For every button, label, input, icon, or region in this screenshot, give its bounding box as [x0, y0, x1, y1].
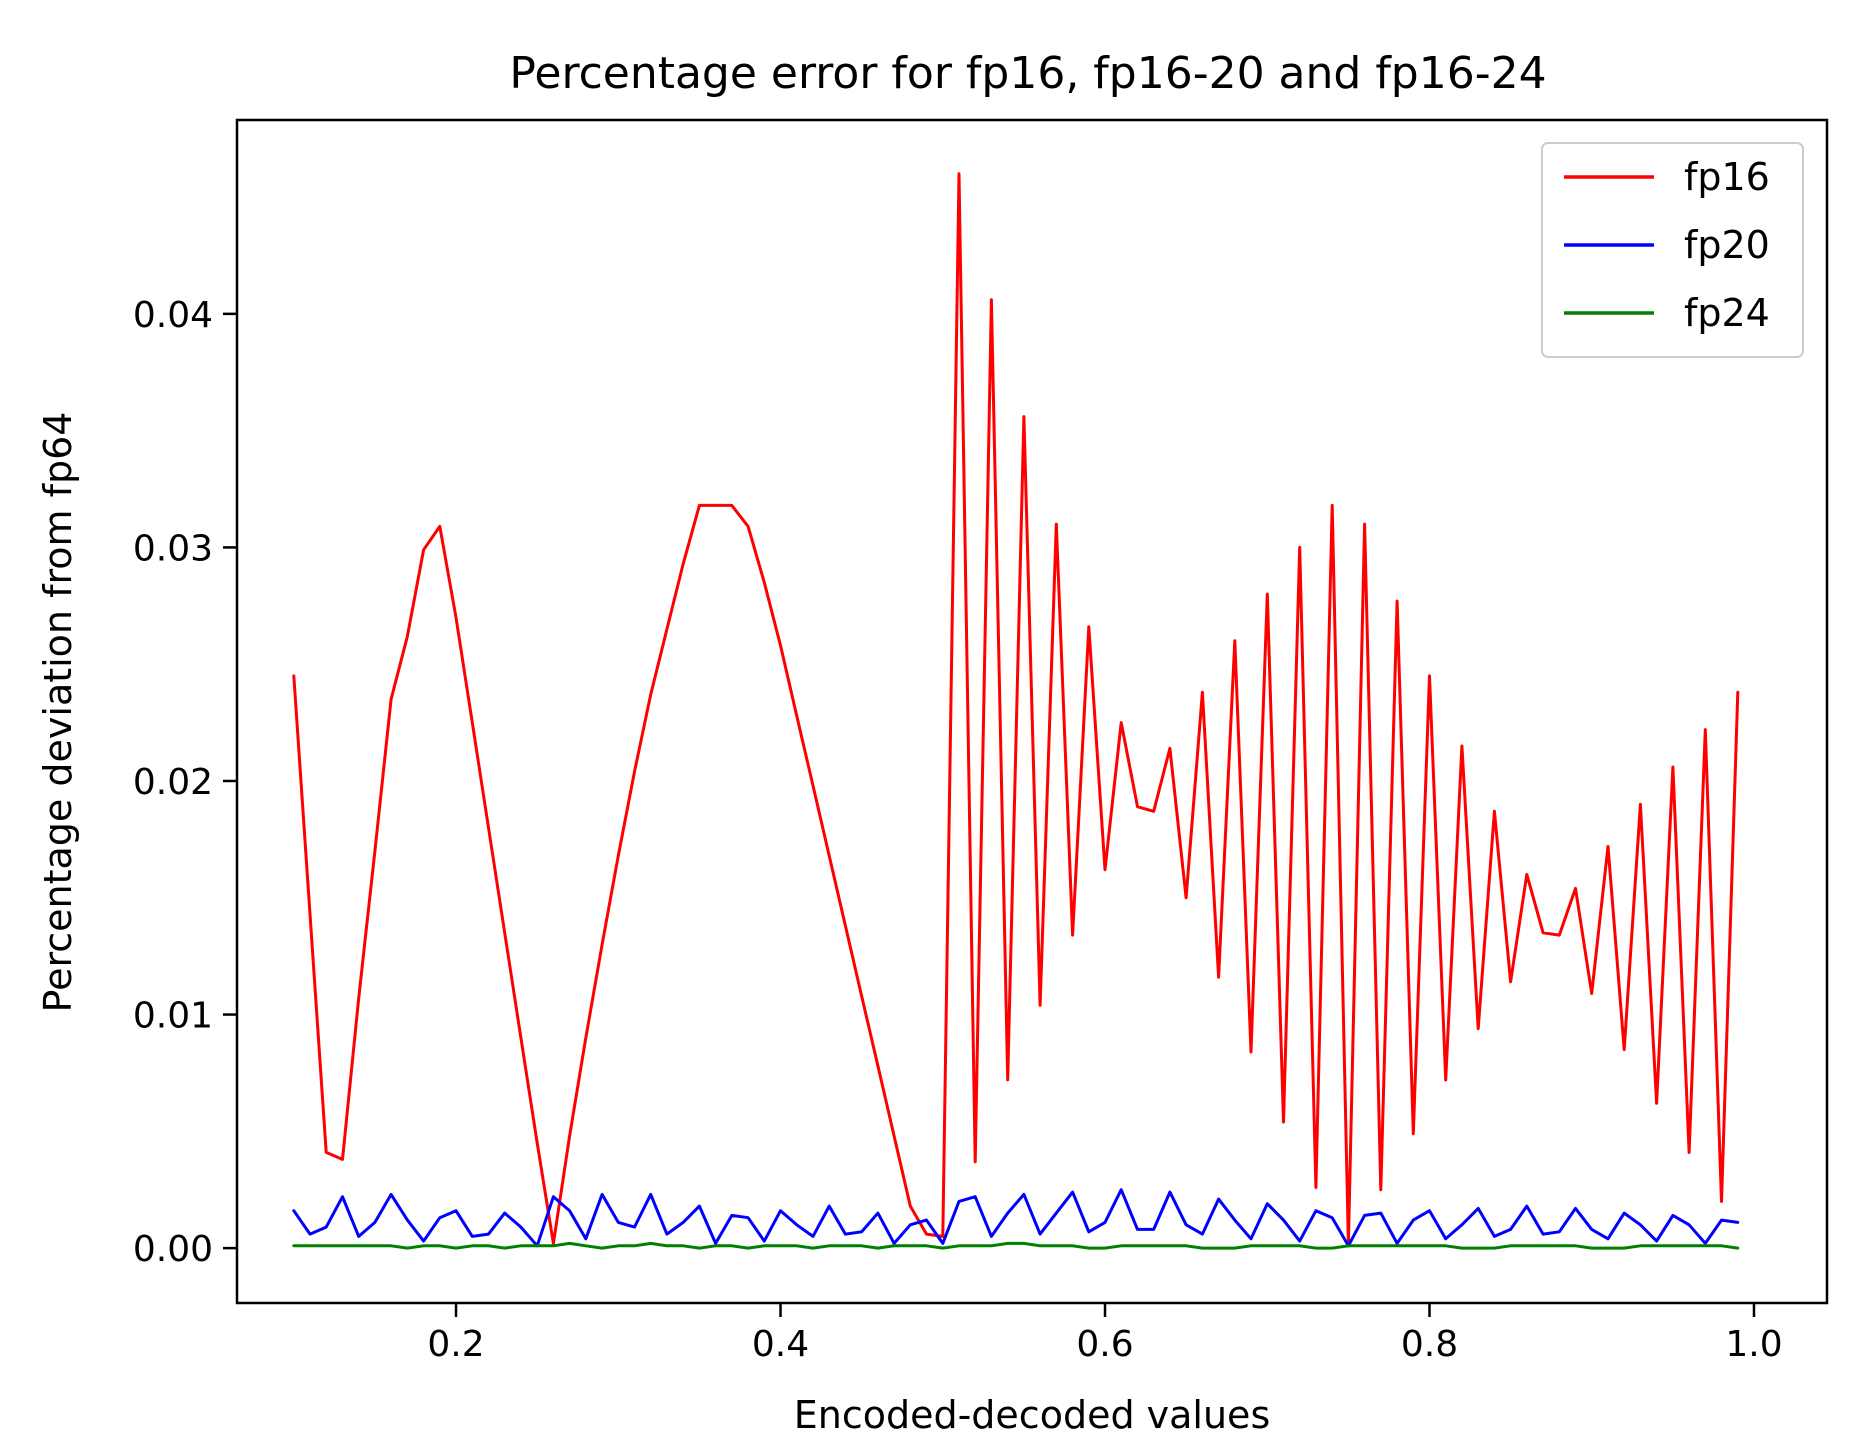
x-tick-label: 0.4	[752, 1324, 809, 1365]
legend-box	[1541, 142, 1804, 358]
x-tick-label: 1.0	[1725, 1324, 1782, 1365]
legend-label-fp24: fp24	[1684, 291, 1770, 335]
series-line-fp20	[292, 1188, 1740, 1248]
y-tick-label: 0.01	[133, 996, 213, 1037]
legend-label-fp20: fp20	[1684, 223, 1770, 267]
x-tick-label: 0.2	[427, 1324, 484, 1365]
y-axis-title: Percentage deviation from fp64	[36, 412, 80, 1013]
x-axis: 0.2 0.4 0.6 0.8 1.0	[427, 1303, 1783, 1365]
x-axis-title: Encoded-decoded values	[794, 1393, 1271, 1437]
series-line-fp16	[292, 172, 1740, 1245]
legend: fp16 fp20 fp24	[1541, 142, 1804, 358]
legend-label-fp16: fp16	[1684, 155, 1770, 199]
chart-title: Percentage error for fp16, fp16-20 and f…	[509, 48, 1546, 99]
series-layer	[292, 172, 1740, 1250]
series-line-fp24	[292, 1241, 1740, 1250]
y-tick-label: 0.02	[133, 762, 213, 803]
y-tick-label: 0.00	[133, 1229, 213, 1270]
y-tick-label: 0.03	[133, 528, 213, 569]
y-axis: 0.00 0.01 0.02 0.03 0.04	[133, 295, 237, 1270]
x-tick-label: 0.8	[1401, 1324, 1458, 1365]
x-tick-label: 0.6	[1076, 1324, 1133, 1365]
y-tick-label: 0.04	[133, 295, 213, 336]
plot-area-frame	[235, 118, 1829, 1305]
